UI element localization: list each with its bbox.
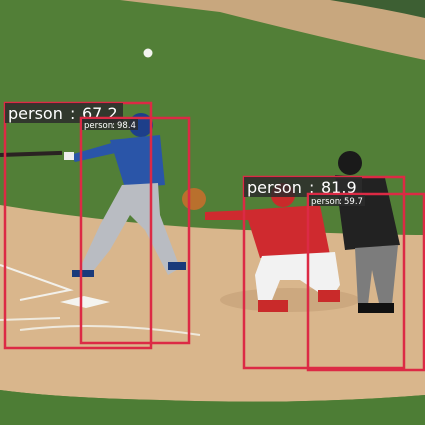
detection-colon: : <box>339 197 342 207</box>
bat <box>0 150 63 158</box>
batters-box-chalk <box>0 264 74 301</box>
detection-box: person : 59.7 <box>306 192 425 372</box>
detection-score: 81.9 <box>321 178 357 197</box>
detection-colon: : <box>309 178 314 197</box>
detection-score: 59.7 <box>344 197 363 207</box>
detection-colon: : <box>70 104 75 123</box>
catchers-mitt <box>182 188 206 210</box>
home-plate <box>60 296 110 308</box>
detection-label: person <box>84 121 113 131</box>
detection-score: 98.4 <box>117 121 136 131</box>
detection-overlay: person : 67.2 person : 98.4 person : 81.… <box>3 101 425 372</box>
detection-label: person <box>8 104 63 123</box>
detection-box: person : 81.9 <box>242 175 406 370</box>
detection-box: person : 98.4 <box>79 116 191 345</box>
detection-label: person <box>247 178 302 197</box>
detection-label: person <box>311 197 340 207</box>
baseball <box>143 48 153 58</box>
detection-colon: : <box>112 121 115 131</box>
warning-track <box>120 0 425 60</box>
